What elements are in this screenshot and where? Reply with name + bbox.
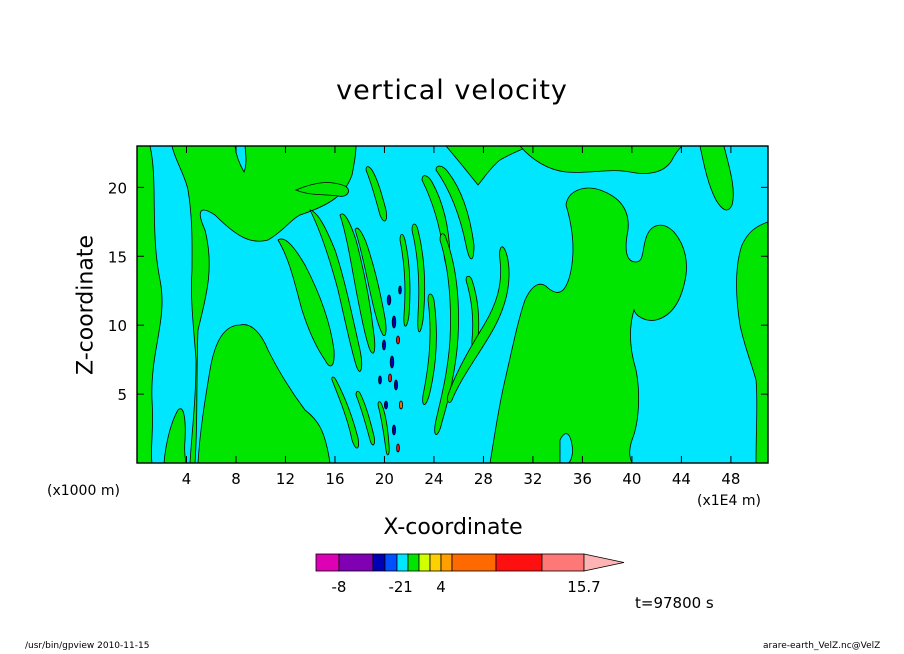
positive-region	[163, 408, 187, 463]
x-tick-label: 28	[474, 470, 493, 488]
positive-region	[519, 146, 683, 174]
y-axis-label: Z-coordinate	[73, 235, 99, 375]
downdraft-cell	[386, 294, 392, 306]
footer-left: /usr/bin/gpview 2010-11-15	[25, 641, 150, 651]
x-tick-label: 44	[672, 470, 691, 488]
colorbar-swatch	[396, 553, 409, 572]
x-axis-label: X-coordinate	[383, 515, 523, 540]
positive-region	[699, 146, 734, 211]
y-tick-label: 10	[108, 317, 127, 335]
positive-region	[331, 376, 359, 449]
downdraft-cell	[393, 379, 398, 391]
velocity-field	[137, 146, 768, 463]
colorbar-swatch	[384, 553, 398, 572]
x-tick-label: 36	[573, 470, 592, 488]
updraft-cell	[396, 443, 400, 453]
positive-region	[377, 401, 390, 456]
positive-region	[447, 246, 510, 403]
positive-region	[355, 390, 375, 446]
positive-region	[309, 209, 363, 372]
positive-region	[339, 213, 376, 354]
positive-region	[411, 223, 425, 333]
downdraft-cell	[391, 315, 397, 329]
x-tick-label: 48	[721, 470, 740, 488]
colorbar-label: 15.7	[567, 578, 600, 596]
positive-region	[736, 221, 768, 463]
positive-region	[354, 227, 387, 337]
downdraft-cell	[378, 375, 382, 385]
time-label: t=97800 s	[635, 594, 714, 612]
colorbar-swatch	[541, 553, 585, 572]
colorbar-label: -8	[332, 578, 347, 596]
positive-region	[137, 146, 163, 463]
downdraft-cell	[383, 400, 388, 410]
x-tick-label: 8	[231, 470, 241, 488]
colorbar: -8 -2 1 4 15.7	[315, 553, 625, 596]
positive-region	[277, 238, 335, 367]
x-tick-label: 24	[424, 470, 443, 488]
colorbar-swatch	[440, 553, 453, 572]
x-axis-ticks: 4 8 12 16 20 24 28 32 36 40 44 48	[182, 146, 740, 488]
positive-region	[434, 233, 459, 435]
positive-region	[399, 233, 411, 327]
colorbar-swatch	[451, 553, 497, 572]
colorbar-arrow	[583, 553, 625, 572]
colorbar-swatch	[338, 553, 374, 572]
x-tick-label: 16	[325, 470, 344, 488]
colorbar-swatch	[418, 553, 431, 572]
updraft-cell	[388, 373, 392, 383]
positive-region	[171, 146, 357, 463]
y-tick-label: 5	[117, 386, 127, 404]
y-axis-ticks: 5 10 15 20	[108, 179, 768, 404]
colorbar-label: -2	[389, 578, 404, 596]
x-tick-label: 32	[523, 470, 542, 488]
chart-title: vertical velocity	[336, 75, 568, 106]
y-tick-label: 20	[108, 179, 127, 197]
colorbar-swatch	[372, 553, 386, 572]
positive-region	[365, 166, 387, 222]
updraft-cell	[399, 400, 403, 410]
updraft-cell	[395, 335, 400, 345]
downdraft-cell	[391, 424, 396, 436]
colorbar-label: 4	[436, 578, 446, 596]
colorbar-swatch	[407, 553, 420, 572]
negative-region	[559, 433, 573, 463]
x-unit-left: (x1000 m)	[47, 483, 120, 499]
colorbar-swatch	[495, 553, 543, 572]
footer-right: arare-earth_VelZ.nc@VelZ	[763, 641, 881, 651]
downdraft-cell	[398, 285, 402, 295]
y-tick-label: 15	[108, 248, 127, 266]
positive-region	[445, 146, 531, 186]
colorbar-swatch	[315, 553, 340, 572]
positive-region	[197, 324, 331, 463]
negative-region	[234, 146, 247, 173]
positive-region	[422, 293, 437, 405]
plot-frame	[136, 145, 769, 464]
downdraft-cell	[389, 355, 395, 369]
x-tick-label: 4	[182, 470, 192, 488]
x-tick-label: 20	[375, 470, 394, 488]
x-tick-label: 40	[622, 470, 641, 488]
x-tick-label: 12	[276, 470, 295, 488]
downdraft-cell	[381, 339, 386, 351]
colorbar-label: 1	[403, 578, 413, 596]
colorbar-swatch	[429, 553, 442, 572]
positive-region	[435, 165, 475, 260]
positive-region	[489, 187, 687, 463]
core-cells	[378, 285, 403, 453]
positive-region	[294, 182, 349, 197]
x-unit-right: (x1E4 m)	[697, 493, 761, 509]
